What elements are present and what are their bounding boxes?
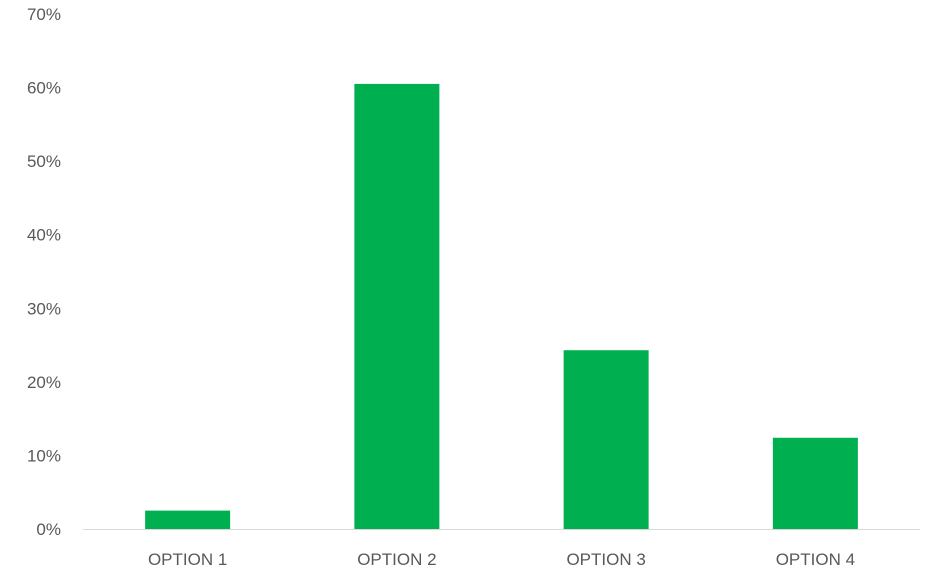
y-tick-label: 30% [27,299,61,318]
x-axis-ticks: OPTION 1 OPTION 2 OPTION 3 OPTION 4 [148,550,855,569]
x-tick-label: OPTION 1 [148,550,227,569]
bar-1 [145,511,230,529]
y-tick-label: 50% [27,152,61,171]
x-tick-label: OPTION 4 [776,550,855,569]
bar-4 [773,438,858,529]
x-tick-label: OPTION 2 [357,550,436,569]
x-tick-label: OPTION 3 [566,550,645,569]
y-tick-label: 40% [27,226,61,245]
y-tick-label: 20% [27,373,61,392]
bar-2 [354,84,439,529]
y-tick-label: 60% [27,79,61,98]
y-tick-label: 0% [36,520,61,539]
bar-3 [564,350,649,529]
y-tick-label: 70% [27,5,61,24]
bars [145,84,858,529]
y-tick-label: 10% [27,446,61,465]
y-axis-ticks: 0% 10% 20% 30% 40% 50% 60% 70% [27,5,61,539]
